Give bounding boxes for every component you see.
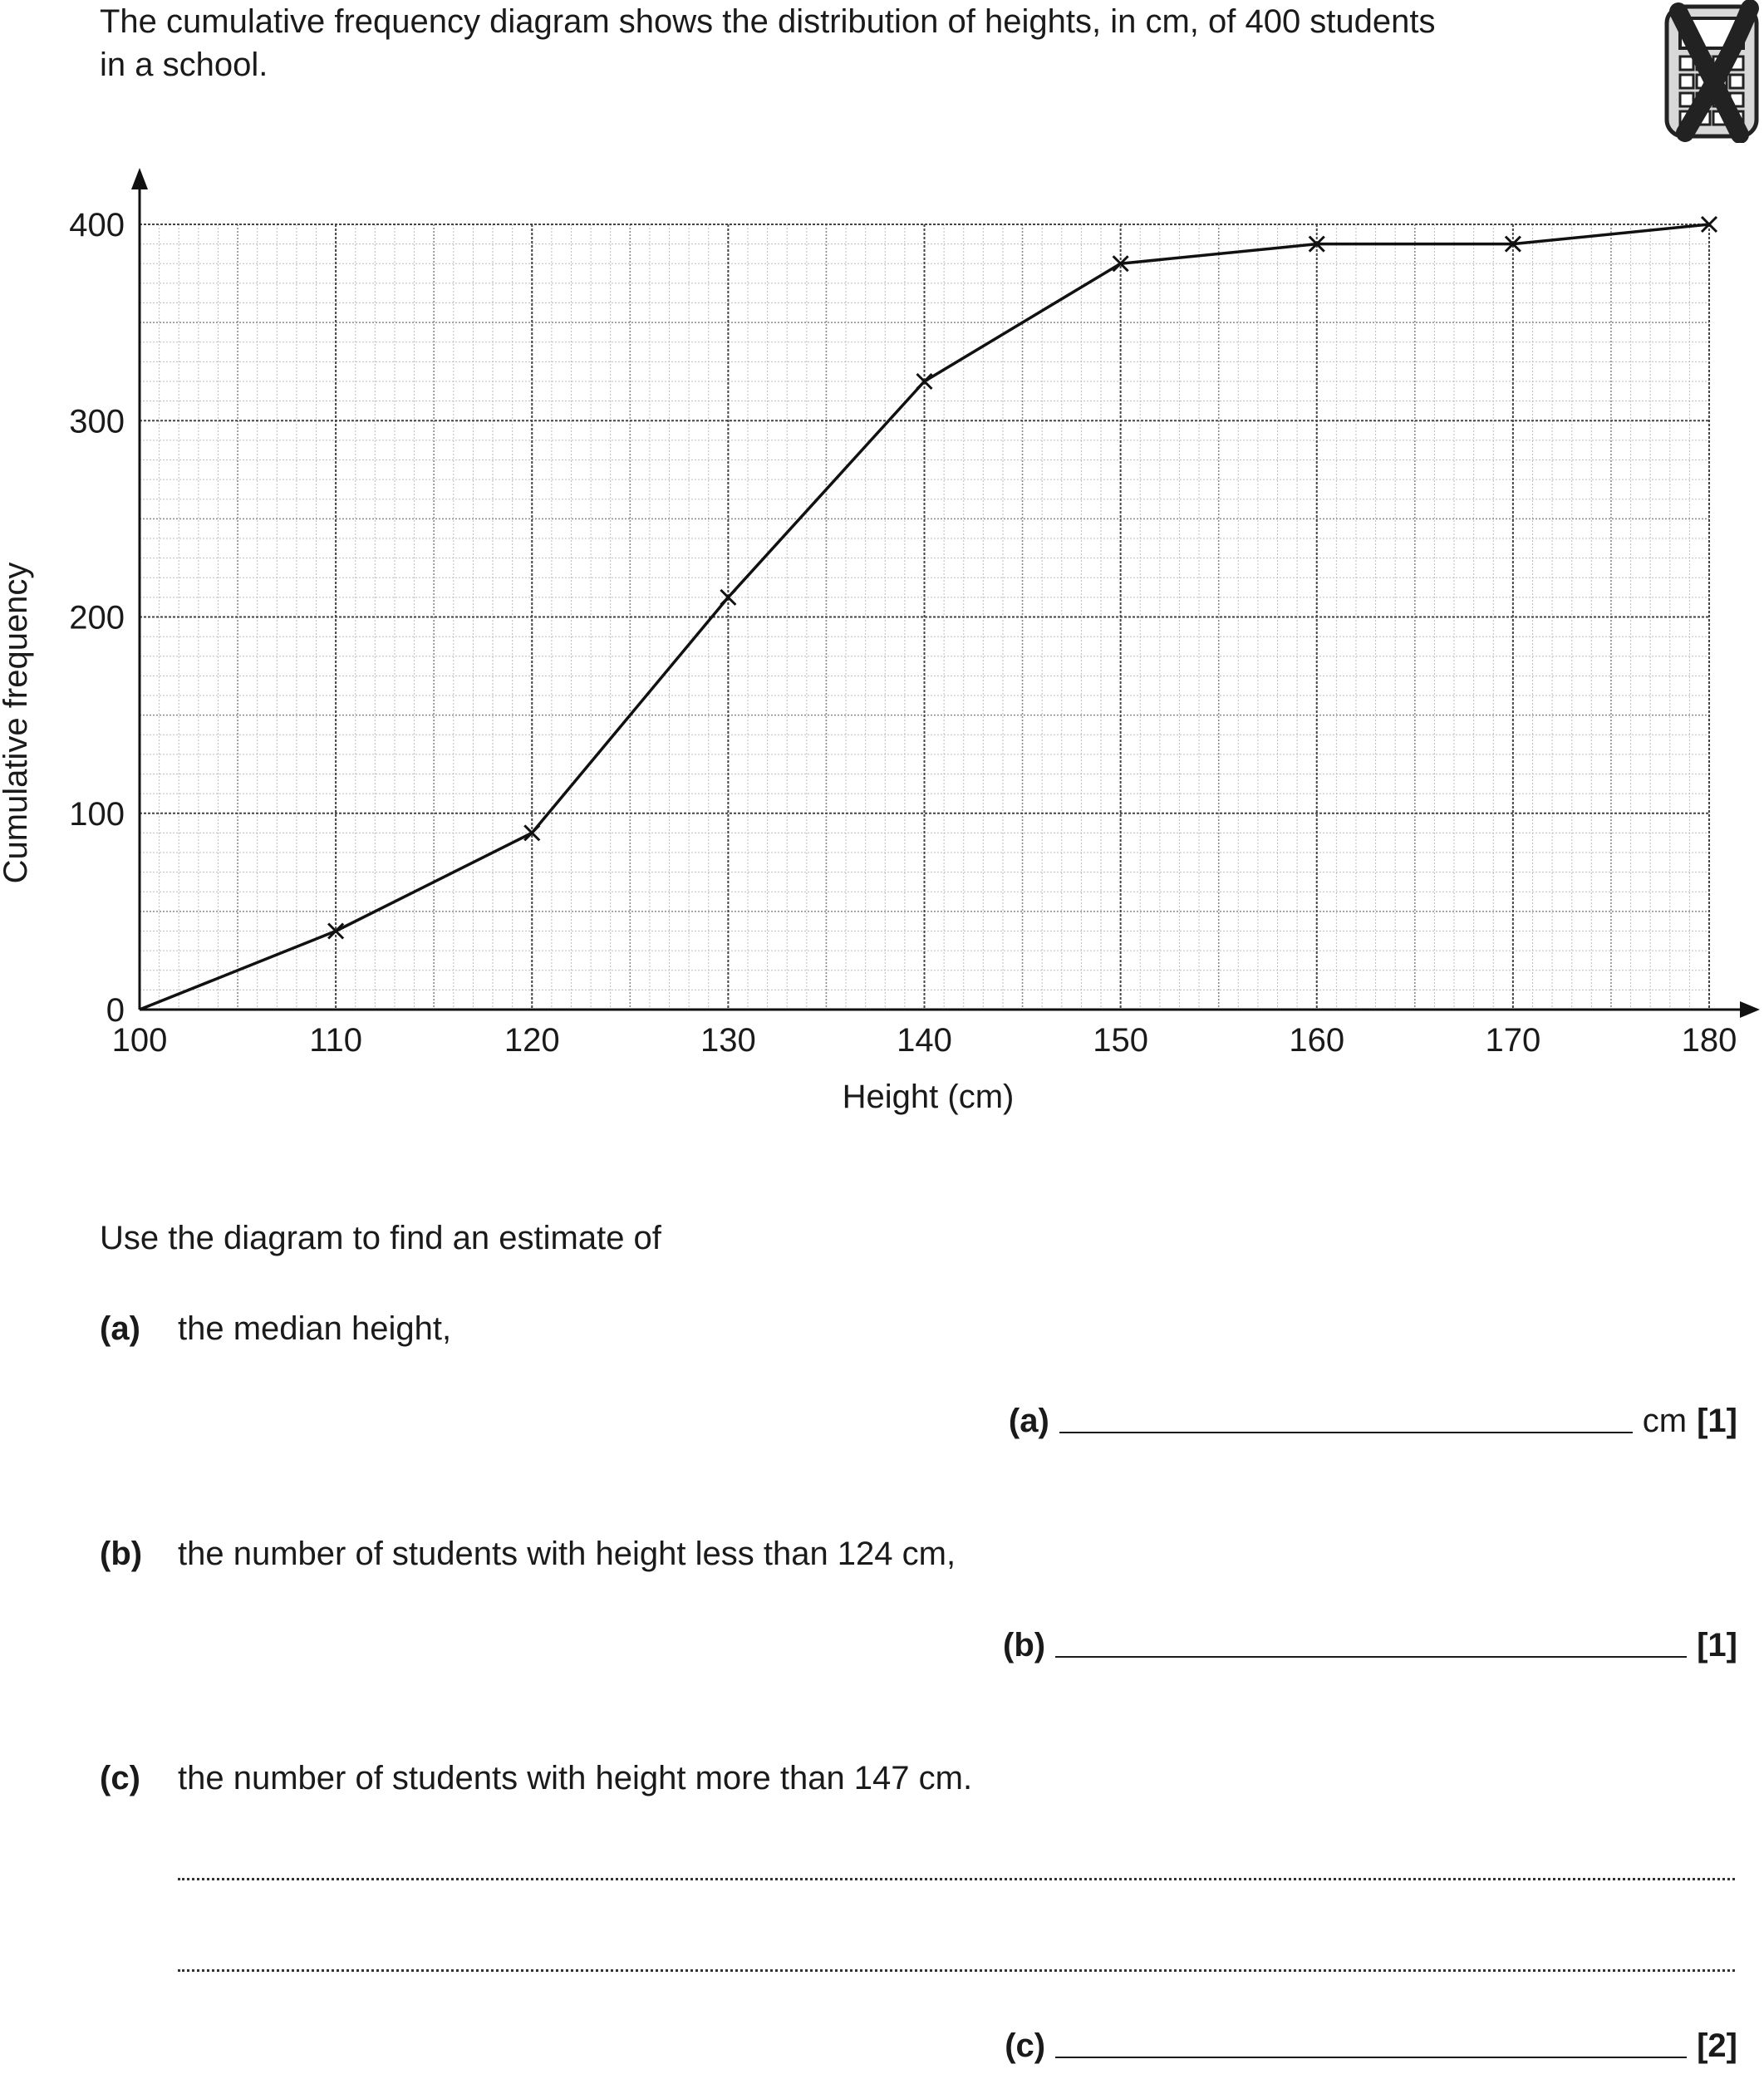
marker-stroke: [1700, 215, 1718, 233]
answer-b-marks: [1]: [1697, 1627, 1737, 1664]
answer-a-marks: [1]: [1697, 1403, 1737, 1439]
intro-text: The cumulative frequency diagram shows t…: [100, 0, 1662, 86]
y-tick-label: 300: [69, 403, 125, 440]
marker-stroke: [1504, 235, 1521, 253]
intro-line-2: in a school.: [100, 47, 268, 83]
axes: [131, 168, 1760, 1018]
y-axis-label: Cumulative frequency: [0, 563, 34, 884]
cumulative-frequency-chart: 100 110 120 130 140 150 160 170 180 010020030040…: [0, 168, 1760, 1115]
data-point-marker: [1700, 215, 1718, 233]
working-line-2[interactable]: [178, 1969, 1735, 1972]
marker-stroke: [523, 824, 541, 842]
question-c-label: (c): [100, 1760, 140, 1796]
answer-a-field[interactable]: [1059, 1432, 1633, 1433]
x-tick-label: 180: [1682, 1022, 1737, 1059]
data-point-marker: [916, 372, 933, 391]
question-b-text: the number of students with height less …: [178, 1536, 956, 1572]
x-tick-label: 170: [1486, 1022, 1541, 1059]
y-tick-label: 200: [69, 600, 125, 636]
marker-stroke: [1112, 255, 1129, 273]
question-a-text: the median height,: [178, 1310, 452, 1347]
answer-c-field[interactable]: [1055, 2057, 1688, 2058]
data-point-marker: [1112, 255, 1129, 273]
y-axis-arrow: [131, 168, 148, 189]
answer-b-label: (b): [1003, 1627, 1046, 1664]
x-tick-label: 130: [700, 1022, 756, 1059]
data-point-marker: [720, 588, 737, 606]
marker-stroke: [720, 588, 737, 606]
y-tick-label: 0: [106, 992, 125, 1029]
intro-line-1: The cumulative frequency diagram shows t…: [100, 3, 1436, 40]
data-point-marker: [1504, 235, 1521, 253]
data-point-marker: [523, 824, 541, 842]
data-markers: [327, 215, 1718, 940]
marker-stroke: [327, 922, 345, 940]
answer-b-row: (b) [1]: [1003, 1627, 1737, 1664]
answer-a-label: (a): [1008, 1403, 1049, 1439]
y-tick-label: 100: [69, 796, 125, 833]
marker-stroke: [916, 372, 933, 391]
working-line-1[interactable]: [178, 1878, 1735, 1880]
y-tick-labels: 0 100 200 300 400: [69, 207, 125, 1029]
instruction-text: Use the diagram to find an estimate of: [100, 1220, 661, 1256]
x-axis-arrow: [1740, 1001, 1760, 1018]
x-tick-label: 150: [1093, 1022, 1148, 1059]
x-axis-label: Height (cm): [843, 1079, 1015, 1115]
marker-stroke: [1308, 235, 1325, 253]
question-a-label: (a): [100, 1310, 140, 1347]
answer-b-field[interactable]: [1055, 1656, 1688, 1658]
answer-a-unit: cm: [1642, 1403, 1688, 1439]
x-tick-label: 100: [112, 1022, 168, 1059]
question-b-label: (b): [100, 1536, 143, 1572]
answer-c-label: (c): [1005, 2027, 1046, 2064]
answer-c-marks: [2]: [1697, 2027, 1737, 2064]
x-tick-label: 120: [504, 1022, 560, 1059]
major-grid: [140, 224, 1710, 1010]
question-c-text: the number of students with height more …: [178, 1760, 973, 1796]
no-calculator-icon: [1664, 0, 1759, 143]
data-point-marker: [1308, 235, 1325, 253]
answer-a-row: (a) cm [1]: [1009, 1403, 1737, 1440]
x-tick-label: 110: [309, 1022, 362, 1059]
answer-c-row: (c) [2]: [1005, 2027, 1737, 2065]
y-tick-label: 400: [69, 207, 125, 243]
x-tick-label: 140: [897, 1022, 952, 1059]
x-tick-label: 160: [1289, 1022, 1344, 1059]
data-point-marker: [327, 922, 345, 940]
x-tick-labels: 100 110 120 130 140 150 160 170 180: [112, 1022, 1737, 1059]
